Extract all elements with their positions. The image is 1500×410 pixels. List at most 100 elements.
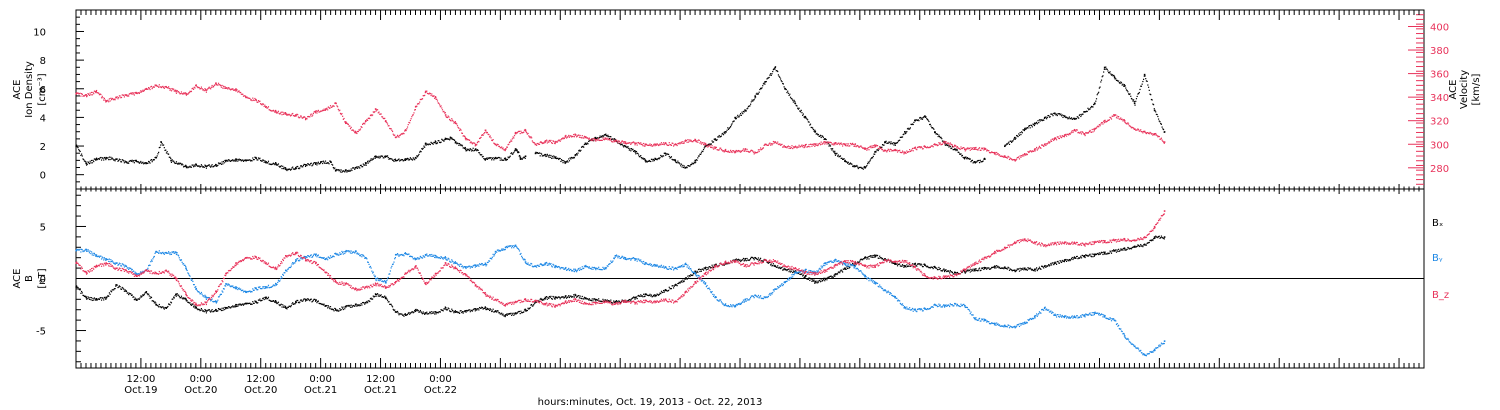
density-mark [284, 168, 286, 170]
field-bx-mark [509, 313, 511, 315]
field-bx-mark-point [954, 271, 956, 274]
velocity-mark [1075, 130, 1077, 132]
velocity-mark [314, 110, 316, 113]
field-bx-mark [235, 305, 237, 307]
field-bx-mark-point [774, 265, 776, 268]
density-mark [252, 158, 255, 161]
field-bx-mark [793, 271, 795, 273]
velocity-mark-point [384, 120, 387, 122]
density-mark [548, 156, 550, 158]
density-mark [492, 157, 494, 159]
field-bx-mark [755, 257, 757, 260]
velocity-mark [946, 142, 948, 145]
velocity-mark [343, 117, 345, 120]
velocity-mark [88, 94, 91, 96]
velocity-mark [892, 150, 894, 152]
density-mark [577, 152, 579, 154]
field-bx-mark [1014, 271, 1016, 273]
density-mark [411, 158, 413, 161]
velocity-mark [1100, 122, 1103, 124]
density-mark [459, 144, 461, 146]
velocity-mark [1051, 138, 1053, 140]
velocity-mark [730, 150, 732, 153]
density-mark [146, 162, 148, 165]
field-bx-mark [527, 307, 529, 309]
field-bx-mark [481, 306, 484, 309]
field-bx-mark [384, 297, 387, 300]
velocity-mark [952, 146, 954, 148]
velocity-mark [383, 118, 385, 120]
velocity-mark [721, 149, 723, 151]
velocity-mark [186, 93, 188, 95]
field-bx-mark [1101, 251, 1103, 254]
velocity-mark [899, 151, 901, 153]
field-bx-mark [1075, 257, 1077, 260]
density-mark [277, 164, 279, 166]
velocity-mark [908, 151, 910, 153]
field-bx-mark [364, 303, 366, 305]
density-mark [728, 127, 730, 130]
density-mark [804, 115, 806, 118]
density-mark [936, 133, 939, 135]
velocity-mark [267, 106, 270, 108]
field-bx-mark [573, 296, 576, 298]
density-mark-point [894, 142, 896, 145]
density-mark [240, 158, 242, 161]
density-mark [896, 142, 899, 144]
velocity-mark [483, 133, 485, 135]
velocity-mark [971, 148, 973, 151]
velocity-mark [745, 150, 747, 152]
density-mark [1102, 75, 1104, 77]
density-mark [436, 142, 439, 144]
velocity-mark [328, 107, 330, 109]
velocity-mark [759, 149, 761, 151]
field-bx-mark [929, 266, 931, 269]
velocity-mark [368, 117, 370, 119]
density-mark [220, 162, 222, 164]
velocity-mark [238, 90, 240, 92]
density-mark [883, 144, 885, 146]
field-bx-mark [633, 297, 635, 299]
density-mark [875, 151, 877, 153]
density-mark-point [754, 95, 756, 97]
density-mark [690, 164, 692, 166]
field-bx-mark [123, 288, 125, 290]
field-bx-mark [762, 260, 764, 262]
density-mark [613, 138, 615, 140]
field-bx-mark [216, 310, 218, 312]
field-bx-mark [877, 257, 879, 259]
density-mark [419, 150, 421, 152]
density-mark [352, 167, 354, 169]
velocity-mark [299, 116, 301, 119]
field-bx-mark [482, 308, 484, 310]
field-bx-mark [936, 267, 938, 269]
velocity-mark [546, 139, 548, 141]
field-bx-mark [1147, 242, 1150, 244]
field-bx-mark [414, 310, 416, 313]
velocity-mark [259, 100, 261, 102]
field-bx-mark [1051, 262, 1053, 264]
field-bx-mark [1046, 265, 1048, 267]
density-mark [1022, 129, 1024, 131]
field-bx-mark [822, 279, 824, 281]
density-mark [680, 163, 683, 165]
density-mark [793, 99, 795, 101]
velocity-mark [511, 138, 513, 140]
velocity-mark [1118, 118, 1120, 120]
velocity-mark [842, 145, 844, 147]
field-bx-mark-point [984, 267, 986, 270]
density-mark-point [544, 154, 547, 156]
field-bx-mark [837, 273, 839, 275]
velocity-mark [374, 111, 376, 113]
velocity-mark [1053, 138, 1056, 140]
velocity-mark [187, 92, 190, 94]
density-mark [422, 147, 424, 149]
density-mark-point [904, 131, 906, 133]
field-bx-mark [1084, 256, 1086, 259]
density-mark [275, 164, 277, 166]
velocity-mark-point [295, 114, 297, 116]
velocity-mark [448, 116, 450, 118]
field-bx-mark [985, 267, 987, 269]
field-bx-mark [451, 308, 453, 310]
field-bx-mark [506, 314, 508, 316]
